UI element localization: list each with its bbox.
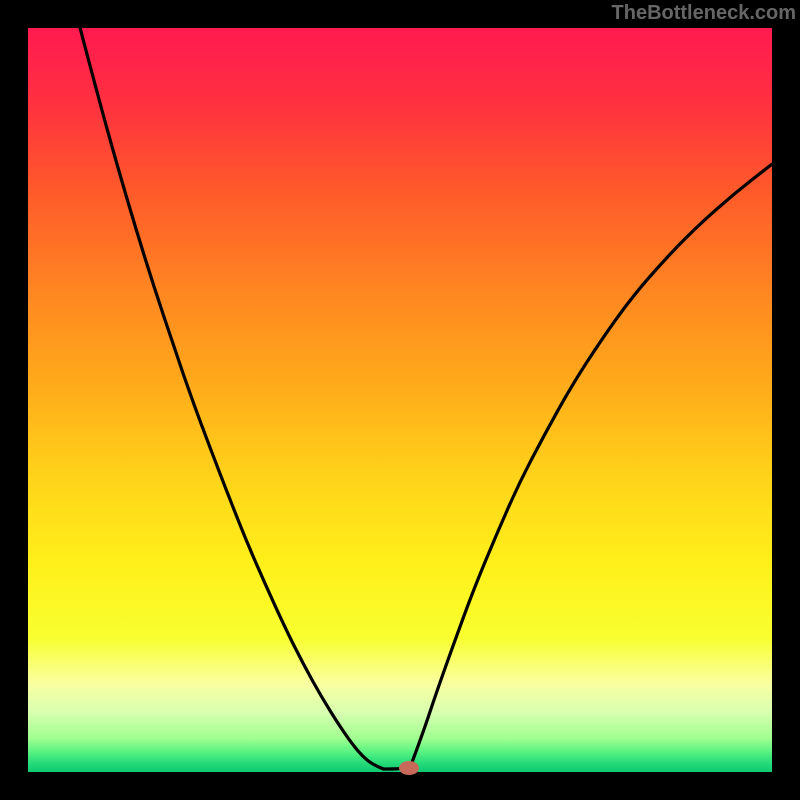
curve-right-curve: [411, 164, 772, 764]
watermark-text: TheBottleneck.com: [612, 2, 796, 25]
chart-container: { "chart": { "type": "line", "canvas": {…: [0, 0, 800, 800]
valley-marker: [399, 761, 419, 775]
plot-area: [28, 28, 772, 772]
curve-left-curve: [80, 28, 384, 769]
curve-layer: [28, 28, 772, 772]
